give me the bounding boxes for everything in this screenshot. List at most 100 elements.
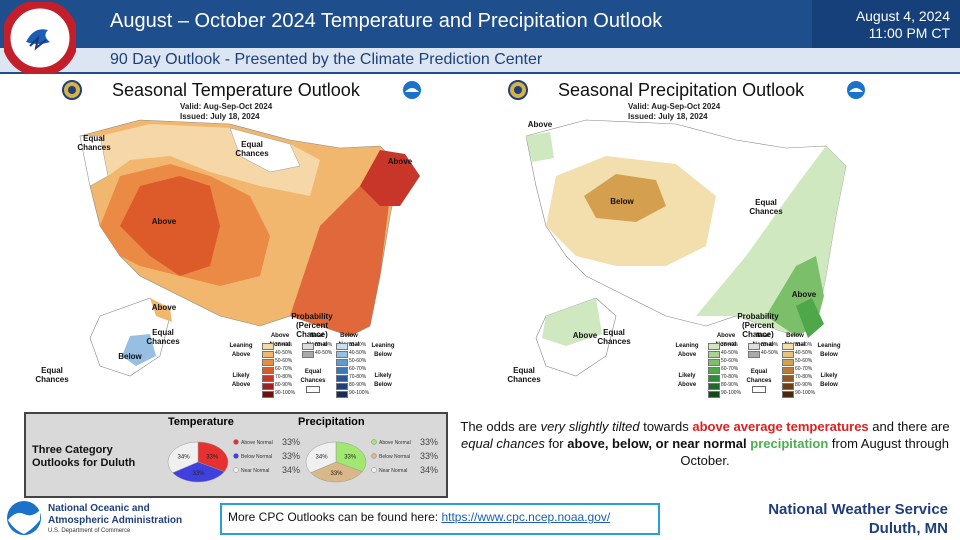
temp-legend-label-below: 90-100% — [349, 390, 370, 396]
precip-pie-legend-value: 33% — [420, 437, 438, 447]
temp-label-equal-chances-west: Equal Chances — [77, 134, 111, 152]
doc-seal-icon-2 — [508, 80, 528, 100]
precip-legend-row: 50-60% 50-60% — [708, 358, 818, 366]
temp-legend-swatch-above — [262, 343, 274, 350]
temp-legend-above-normal: Above Normal — [269, 333, 291, 348]
precip-legend-likely-below: Likely Below — [820, 373, 838, 388]
temp-ne — [360, 150, 420, 206]
precip-legend-above-normal: Above Normal — [715, 333, 737, 348]
temp-legend-label-below: 80-90% — [349, 382, 367, 388]
precip-legend-swatch-below — [782, 351, 794, 358]
precip-label-below-west: Below — [610, 197, 634, 206]
precip-map-title: Seasonal Precipitation Outlook — [558, 80, 805, 100]
precip-legend-label-below: 50-60% — [795, 358, 813, 364]
temp-core — [120, 176, 220, 276]
header-bar — [0, 0, 960, 48]
temp-legend-label-above: 70-80% — [275, 374, 293, 380]
temp-label-equal-chances-ak: Equal Chances — [146, 328, 180, 346]
temp-legend-swatch-below — [336, 343, 348, 350]
precip-legend-label-above: 40-50% — [721, 350, 739, 356]
temp-legend-label-below: 70-80% — [349, 374, 367, 380]
temp-legend-equal-chances: Equal Chances — [300, 369, 326, 384]
duluth-panel-label: Three Category Outlooks for Duluth — [32, 444, 136, 469]
temp-legend-row: 70-80% 70-80% — [262, 374, 372, 382]
summary-text-6: equal chances — [461, 436, 545, 451]
precip-legend-title: Probability (Percent Chance) — [737, 312, 779, 339]
temp-pie-legend-dot — [233, 439, 239, 445]
temp-legend-label-below: 50-60% — [349, 358, 367, 364]
precip-legend-swatch-above — [708, 351, 720, 358]
temp-map-title: Seasonal Temperature Outlook — [112, 80, 360, 100]
temp-pie-legend-dot — [233, 467, 239, 473]
temp-legend-label-below: 60-70% — [349, 366, 367, 372]
temp-label-above-ak: Above — [151, 303, 177, 312]
precip-legend-label-near: 33-40% — [761, 342, 779, 348]
precip-legend-row: 90-100% 90-100% — [708, 390, 818, 398]
temp-label-below-ak: Below — [118, 352, 142, 361]
precip-legend-swatch-below — [782, 359, 794, 366]
temp-pie-legend-name: Below Normal — [241, 454, 272, 460]
temp-legend-swatch-near — [302, 343, 314, 350]
precip-label-equal-chances-ak: Equal Chances — [597, 328, 631, 346]
issue-date: August 4, 2024 — [855, 8, 950, 24]
precip-pie-legend-dot — [371, 439, 377, 445]
temp-ec-nw — [79, 135, 109, 187]
precip-pie-slice-label: 34% — [316, 455, 329, 461]
temp-legend-swatch-above — [262, 391, 274, 398]
temp-legend-title: Probability (Percent Chance) — [291, 312, 333, 339]
precip-legend-label-below: 40-50% — [795, 350, 813, 356]
temp-legend-likely-below: Likely Below — [374, 373, 392, 388]
outlook-summary: The odds are very slightly tilted toward… — [455, 418, 955, 469]
nws-office-name: National Weather Service Duluth, MN — [768, 500, 948, 538]
temp-legend-label-above: 90-100% — [275, 390, 296, 396]
precip-pie-legend-value: 33% — [420, 451, 438, 461]
temperature-outlook-map — [60, 76, 440, 406]
temp-pie-legend-value: 33% — [282, 437, 300, 447]
cpc-link[interactable]: https://www.cpc.ncep.noaa.gov/ — [441, 510, 611, 524]
precip-pie-legend-name: Above Normal — [379, 440, 411, 446]
precip-legend-swatch-below — [782, 375, 794, 382]
duluth-temp-pie: 33% 33% 34% Above Normal 33% Below Normal 33% N… — [167, 437, 300, 483]
summary-text-7: for — [544, 436, 568, 451]
precip-legend-likely-above: Likely Above — [677, 373, 697, 388]
temp-legend-row: 90-100% 90-100% — [262, 390, 372, 398]
temp-legend-row: 50-60% 50-60% — [262, 358, 372, 366]
temp-legend-swatch-below — [336, 351, 348, 358]
precip-legend-swatch-below — [782, 383, 794, 390]
precip-above-nw — [526, 132, 554, 162]
temp-legend-swatch-above — [262, 367, 274, 374]
summary-text-10: precipitation — [750, 436, 829, 451]
precip-legend-swatch-near — [748, 343, 760, 350]
temp-legend-row: 33-40% 33-40% 33-40% — [262, 342, 372, 350]
precip-label-above-ak: Above — [572, 331, 598, 340]
precip-pie-slice-near-normal — [305, 441, 337, 474]
temp-legend-swatch-below — [336, 375, 348, 382]
precip-legend-swatch-above — [708, 375, 720, 382]
temp-legend-label-above: 33-40% — [275, 342, 293, 348]
precip-above-fl — [796, 298, 824, 338]
temp-legend-swatch-below — [336, 359, 348, 366]
issue-time: 11:00 PM CT — [868, 25, 950, 41]
precip-pie-slice-label: 33% — [344, 454, 357, 460]
precip-legend-label-below: 33-40% — [795, 342, 813, 348]
precip-legend-equal-chances: Equal Chances — [746, 369, 772, 384]
temp-pie-slice-label: 33% — [193, 471, 206, 477]
precip-pie-legend-dot — [371, 467, 377, 473]
temp-pie-slice-above-normal — [197, 441, 229, 472]
temp-legend-below-normal: Below Normal — [338, 333, 360, 348]
temp-legend-label-above: 50-60% — [275, 358, 293, 364]
temp-legend-swatch-below — [336, 367, 348, 374]
precip-legend-label-above: 80-90% — [721, 382, 739, 388]
precip-legend-ec-swatch — [752, 386, 766, 393]
noaa-seal-icon-2 — [847, 81, 865, 99]
precip-legend-row: 60-70% 60-70% — [708, 366, 818, 374]
precip-legend-label-below: 90-100% — [795, 390, 816, 396]
temp-pie-legend-name: Above Normal — [241, 440, 273, 446]
precip-legend-swatch-below — [782, 367, 794, 374]
temp-alaska-below — [122, 334, 156, 366]
cpc-link-text: More CPC Outlooks can be found here: htt… — [228, 510, 610, 524]
temp-legend-swatch-above — [262, 375, 274, 382]
precip-legend-swatch-below — [782, 391, 794, 398]
precip-legend-label-above: 70-80% — [721, 374, 739, 380]
header-date-box — [812, 0, 960, 48]
